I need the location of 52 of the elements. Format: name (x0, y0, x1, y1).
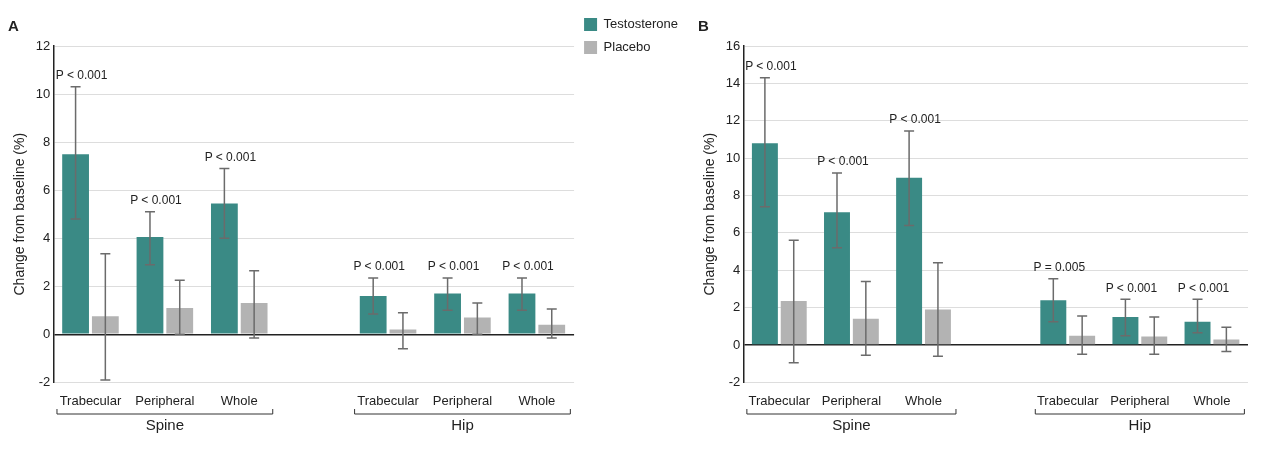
annotation: P < 0.001 (130, 193, 183, 208)
x-tick-label: Peripheral (1110, 392, 1170, 408)
x-tick-label: Trabecular (357, 392, 420, 408)
y-tick-label: 6 (43, 181, 51, 197)
y-tick-label: 6 (733, 224, 741, 240)
y-tick-label: 2 (733, 299, 741, 315)
x-tick-label: Whole (905, 392, 942, 408)
annotation: P < 0.001 (817, 154, 870, 169)
annotation: P < 0.001 (745, 59, 797, 74)
y-tick-label: 0 (43, 325, 51, 341)
x-tick-label: Whole (518, 392, 556, 408)
annotation: P < 0.001 (1105, 280, 1158, 295)
annotation: P < 0.001 (204, 149, 257, 164)
legend-label: Placebo (603, 39, 651, 55)
text: Hip (451, 415, 474, 433)
y-tick-label: 12 (725, 112, 741, 128)
y-tick-label: 2 (43, 277, 51, 293)
y-tick-label: 4 (43, 229, 51, 245)
text: Spine (832, 415, 871, 433)
annotation: P < 0.001 (427, 259, 480, 274)
x-tick-label: Trabecular (748, 392, 811, 408)
y-tick-label: -2 (728, 373, 741, 389)
x-tick-label: Whole (1193, 392, 1231, 408)
y-tick-label: 8 (733, 187, 741, 203)
x-tick-label: Whole (220, 392, 258, 408)
y-tick-label: 10 (35, 85, 51, 101)
text: Hip (1128, 415, 1152, 433)
chart-title: A (8, 17, 19, 35)
chart-title: B (698, 17, 709, 35)
text: Spine (145, 415, 185, 433)
x-tick-label: Peripheral (135, 392, 195, 408)
annotation: P < 0.001 (889, 112, 942, 127)
y-axis-title: Change from baseline (%) (701, 132, 718, 296)
y-tick-label: 4 (733, 261, 741, 277)
legend-label: Testosterone (603, 16, 678, 32)
x-tick-label: Trabecular (59, 392, 122, 408)
y-tick-label: 12 (35, 37, 51, 53)
annotation: P < 0.001 (353, 259, 406, 274)
y-tick-label: 8 (43, 133, 51, 149)
x-tick-label: Peripheral (432, 392, 493, 408)
y-tick-label: 10 (725, 149, 741, 165)
y-tick-label: 16 (725, 37, 741, 53)
x-tick-label: Trabecular (1036, 392, 1100, 408)
y-axis-title: Change from baseline (%) (11, 132, 28, 296)
annotation: P < 0.001 (55, 68, 108, 83)
annotation: P = 0.005 (1033, 259, 1086, 274)
annotation: P < 0.001 (1177, 280, 1230, 295)
y-tick-label: -2 (38, 373, 51, 389)
y-tick-label: 0 (733, 336, 741, 352)
y-tick-label: 14 (725, 74, 741, 90)
annotation: P < 0.001 (502, 259, 555, 274)
x-tick-label: Peripheral (821, 392, 882, 408)
